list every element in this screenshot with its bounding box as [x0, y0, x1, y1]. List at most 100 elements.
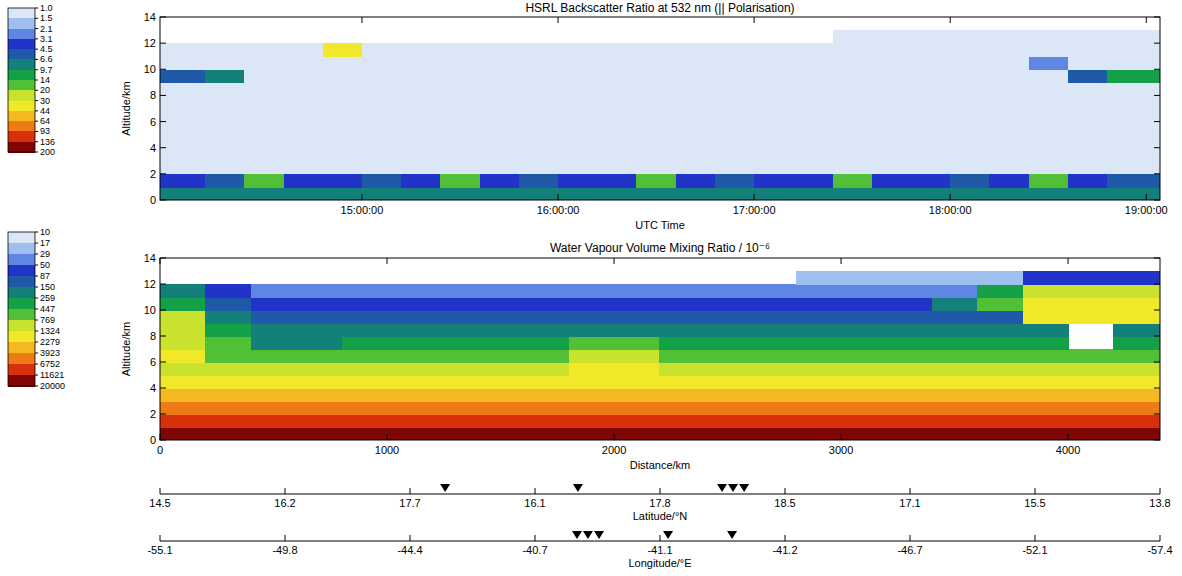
heat-cell	[659, 427, 705, 440]
heat-cell	[911, 187, 951, 200]
x-tick	[361, 194, 362, 200]
heat-cell	[911, 95, 951, 109]
colorbar-band	[8, 265, 35, 277]
heat-cell	[1068, 401, 1114, 415]
heat-cell	[558, 109, 598, 123]
heat-cell	[1068, 43, 1108, 57]
heat-cell	[440, 56, 480, 70]
heat-cell	[886, 375, 932, 389]
latitude_axis-tick	[785, 488, 786, 494]
heat-cell	[597, 161, 637, 175]
colorbar-label: 9.7	[40, 65, 53, 75]
heat-cell	[205, 349, 251, 363]
heat-cell	[1068, 187, 1108, 200]
heat-cell	[1107, 69, 1160, 83]
heat-cell	[1113, 323, 1160, 337]
heat-cell	[705, 388, 751, 402]
longitude_axis-tick-label: -46.7	[897, 544, 922, 556]
heat-cell	[440, 82, 480, 96]
heat-cell	[989, 56, 1029, 70]
y-tick	[160, 414, 166, 415]
colorbar-tick	[35, 141, 38, 142]
colorbar-band	[8, 320, 35, 332]
heat-cell	[558, 135, 598, 149]
heat-cell	[160, 56, 206, 70]
longitude_axis-tick	[535, 535, 536, 541]
heat-cell	[342, 310, 388, 324]
y-tick-label: 4	[150, 382, 156, 394]
heat-cell	[160, 297, 206, 311]
y-tick	[160, 173, 166, 174]
heat-cell	[950, 95, 990, 109]
latitude_axis-tick-label: 17.8	[649, 497, 670, 509]
heat-cell	[244, 95, 284, 109]
heat-cell	[932, 349, 978, 363]
x-tick	[1146, 194, 1147, 200]
heat-cell	[705, 284, 751, 298]
heat-cell	[1023, 323, 1069, 337]
heat-cell	[362, 69, 402, 83]
heat-cell	[284, 43, 324, 57]
latitude_axis-tick	[410, 488, 411, 494]
colorbar-tick	[35, 353, 38, 354]
heat-cell	[205, 284, 251, 298]
colorbar-band	[8, 101, 35, 112]
latitude_axis-tick	[1160, 488, 1161, 494]
heat-cell	[569, 375, 615, 389]
heat-cell	[160, 284, 206, 298]
heat-cell	[1107, 109, 1160, 123]
heat-cell	[244, 43, 284, 57]
longitude_axis-title: Longitude/°E	[628, 557, 691, 569]
heat-cell	[569, 401, 615, 415]
cells	[160, 271, 1160, 440]
heat-cell	[659, 414, 705, 428]
heat-cell	[977, 427, 1023, 440]
heat-cell	[401, 122, 441, 136]
y-tick-label: 14	[144, 11, 156, 23]
heat-cell	[251, 310, 297, 324]
x-tick-label: 0	[157, 444, 163, 456]
heat-cell	[432, 414, 478, 428]
heat-cell	[659, 336, 705, 350]
heat-cell	[715, 174, 755, 188]
colorbar-band	[8, 121, 35, 132]
heat-cell	[284, 109, 324, 123]
heat-cell	[284, 135, 324, 149]
heat-cell	[205, 362, 251, 376]
heat-cell	[1068, 349, 1114, 363]
heat-cell	[323, 187, 363, 200]
heat-cell	[793, 82, 833, 96]
heat-cell	[205, 95, 245, 109]
heat-cell	[614, 362, 660, 376]
colorbar-tick	[35, 232, 38, 233]
longitude_axis-tick-label: -57.4	[1147, 544, 1172, 556]
heat-cell	[636, 69, 676, 83]
longitude_axis-tick-label: -49.8	[272, 544, 297, 556]
heat-cell	[833, 43, 873, 57]
latitude_axis-tick	[1035, 488, 1036, 494]
colorbar-band	[8, 59, 35, 70]
heat-cell	[387, 336, 433, 350]
heat-cell	[977, 362, 1023, 376]
x-tick	[387, 258, 388, 264]
heat-cell	[950, 30, 990, 44]
heat-cell	[519, 174, 559, 188]
heat-cell	[478, 427, 524, 440]
heat-cell	[977, 284, 1023, 298]
heat-cell	[1023, 284, 1069, 298]
colorbar-band	[8, 243, 35, 255]
heat-cell	[478, 323, 524, 337]
heat-cell	[796, 427, 842, 440]
colorbar-label: 64	[40, 116, 50, 126]
heat-cell	[754, 161, 794, 175]
heat-cell	[705, 427, 751, 440]
heat-cell	[251, 323, 297, 337]
heat-cell	[911, 69, 951, 83]
chart-root: 0246810121415:00:0016:00:0017:00:0018:00…	[0, 0, 1182, 576]
heat-cell	[323, 43, 363, 57]
heat-cell	[932, 297, 978, 311]
heat-cell	[676, 109, 716, 123]
heat-cell	[872, 69, 912, 83]
heat-cell	[480, 122, 520, 136]
latitude_axis-tick-label: 16.2	[274, 497, 295, 509]
